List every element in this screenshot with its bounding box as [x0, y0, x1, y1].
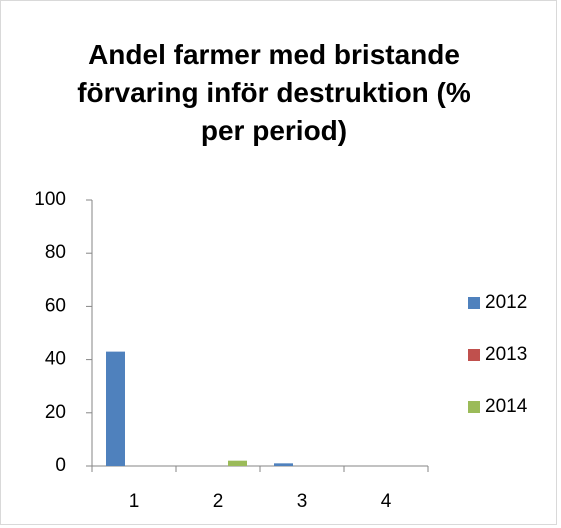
bar: [228, 460, 247, 466]
chart-title: Andel farmer med bristande förvaring inf…: [77, 39, 471, 146]
y-tick-label: 20: [45, 402, 66, 423]
y-tick-label: 60: [45, 295, 66, 316]
x-tick-label: 4: [381, 491, 392, 512]
bar: [274, 463, 293, 466]
legend-swatch: [468, 401, 480, 413]
y-tick-label: 0: [55, 455, 66, 476]
x-tick-label: 3: [297, 491, 308, 512]
legend-swatch: [468, 297, 480, 309]
y-tick-label: 100: [34, 189, 66, 210]
bar: [106, 351, 125, 466]
legend-label: 2013: [485, 344, 527, 365]
y-tick-label: 40: [45, 349, 66, 370]
x-tick-label: 2: [213, 491, 224, 512]
y-tick-label: 80: [45, 242, 66, 263]
legend-label: 2012: [485, 292, 527, 313]
legend-swatch: [468, 349, 480, 361]
x-tick-label: 1: [129, 491, 140, 512]
legend-label: 2014: [485, 396, 528, 417]
